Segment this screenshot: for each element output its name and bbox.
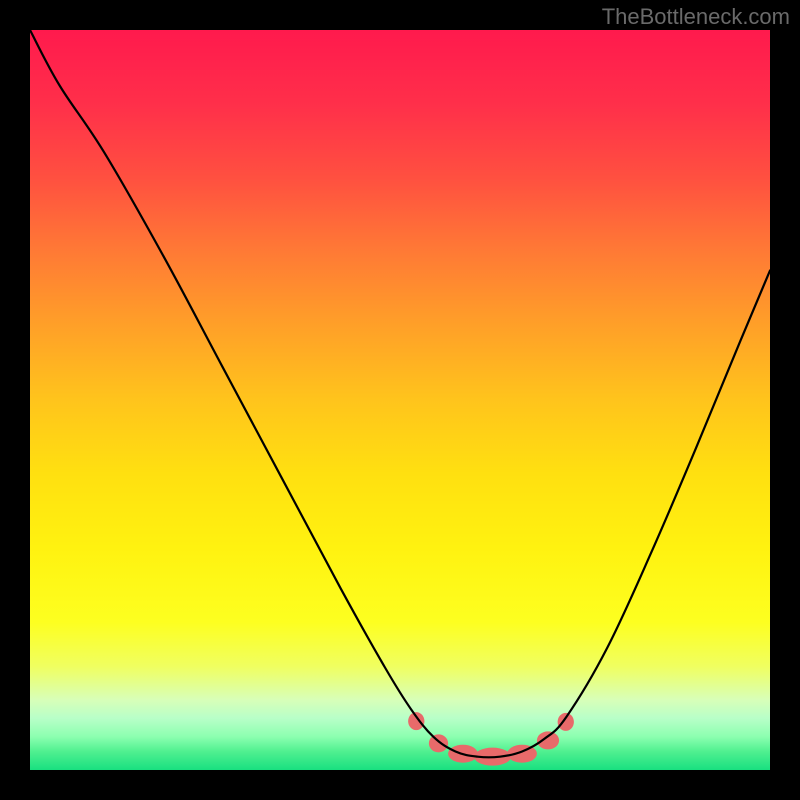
chart-stage: TheBottleneck.com xyxy=(0,0,800,800)
marker-blob xyxy=(429,734,448,752)
bottleneck-curve-chart xyxy=(0,0,800,800)
marker-blob xyxy=(537,731,559,749)
watermark-text: TheBottleneck.com xyxy=(602,4,790,30)
marker-blob xyxy=(558,713,574,731)
plot-gradient-background xyxy=(30,30,770,770)
